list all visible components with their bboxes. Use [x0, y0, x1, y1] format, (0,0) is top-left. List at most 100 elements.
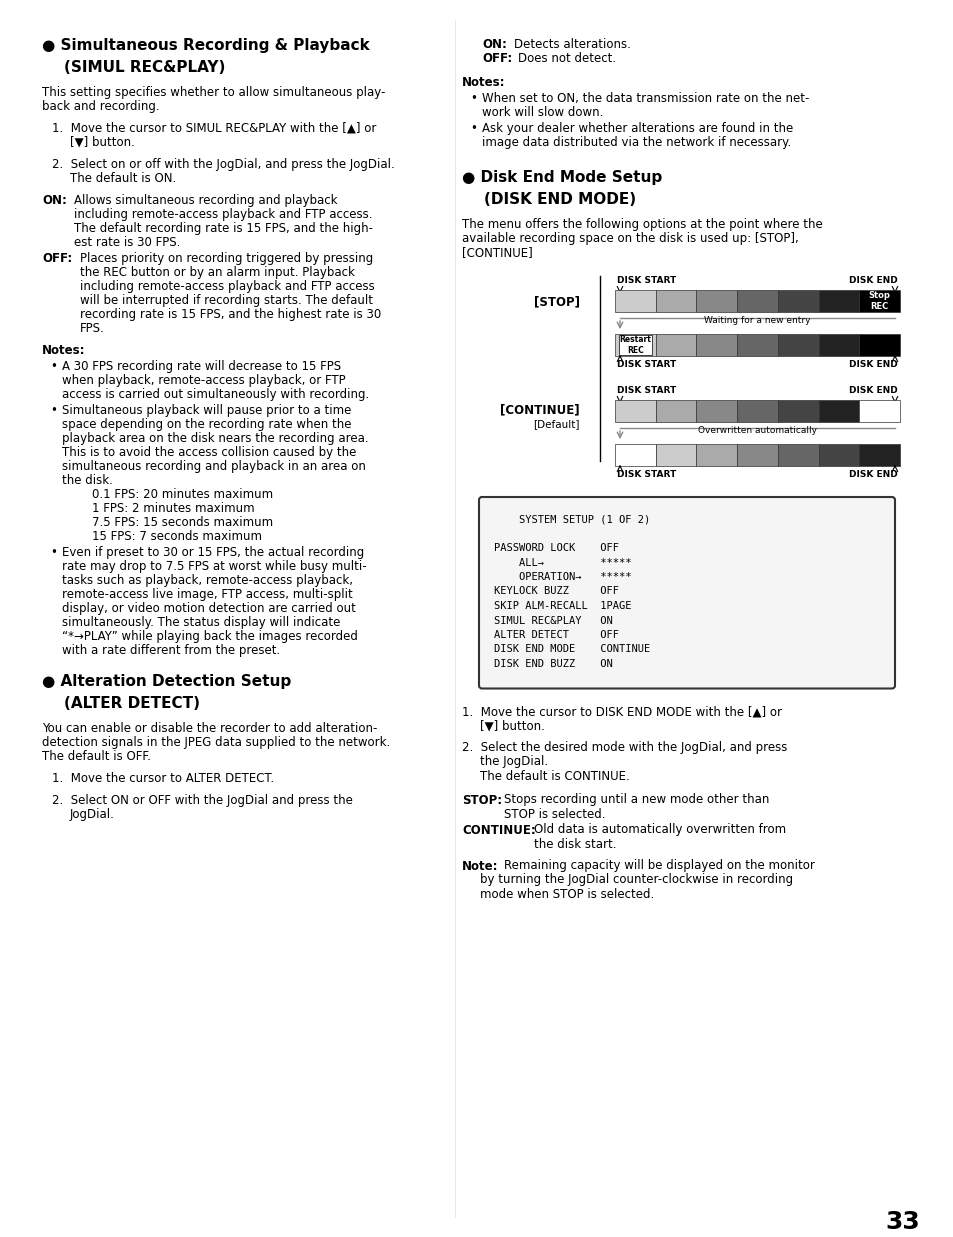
Bar: [737, 334, 777, 356]
Bar: [818, 400, 859, 422]
Text: Stop
REC: Stop REC: [868, 291, 890, 310]
Text: 1 FPS: 2 minutes maximum: 1 FPS: 2 minutes maximum: [91, 502, 254, 515]
Text: (ALTER DETECT): (ALTER DETECT): [64, 696, 200, 711]
Text: the JogDial.: the JogDial.: [479, 756, 548, 768]
Text: access is carried out simultaneously with recording.: access is carried out simultaneously wit…: [62, 388, 369, 401]
Text: Old data is automatically overwritten from: Old data is automatically overwritten fr…: [534, 824, 785, 836]
Text: The default recording rate is 15 FPS, and the high-: The default recording rate is 15 FPS, an…: [74, 221, 373, 235]
Text: “*→PLAY” while playing back the images recorded: “*→PLAY” while playing back the images r…: [62, 630, 357, 643]
Bar: [615, 289, 655, 312]
Text: ALL→         *****: ALL→ *****: [494, 558, 631, 568]
Text: ● Alteration Detection Setup: ● Alteration Detection Setup: [42, 674, 291, 689]
Text: [CONTINUE]: [CONTINUE]: [500, 403, 579, 416]
Text: display, or video motion detection are carried out: display, or video motion detection are c…: [62, 602, 355, 615]
Text: 2.  Select ON or OFF with the JogDial and press the: 2. Select ON or OFF with the JogDial and…: [52, 794, 353, 807]
Bar: [737, 289, 777, 312]
Text: 2.  Select the desired mode with the JogDial, and press: 2. Select the desired mode with the JogD…: [461, 741, 786, 755]
Text: FPS.: FPS.: [80, 322, 105, 335]
Text: [STOP]: [STOP]: [534, 294, 579, 308]
Text: DISK END: DISK END: [848, 470, 897, 479]
Text: [Default]: [Default]: [533, 419, 579, 429]
Text: The default is CONTINUE.: The default is CONTINUE.: [479, 769, 629, 783]
Text: JogDial.: JogDial.: [70, 808, 114, 821]
Bar: [859, 289, 899, 312]
Text: STOP is selected.: STOP is selected.: [503, 808, 605, 820]
Text: DISK START: DISK START: [617, 360, 676, 369]
Text: est rate is 30 FPS.: est rate is 30 FPS.: [74, 236, 180, 249]
Text: the REC button or by an alarm input. Playback: the REC button or by an alarm input. Pla…: [80, 266, 355, 280]
Text: [▼] button.: [▼] button.: [479, 720, 544, 732]
Text: OPERATION→   *****: OPERATION→ *****: [494, 571, 631, 581]
Bar: [818, 444, 859, 466]
Text: 33: 33: [884, 1210, 919, 1235]
Text: image data distributed via the network if necessary.: image data distributed via the network i…: [481, 136, 790, 148]
Text: ON:: ON:: [481, 38, 506, 51]
Text: STOP:: STOP:: [461, 793, 501, 807]
Text: DISK START: DISK START: [617, 386, 676, 395]
Bar: [818, 289, 859, 312]
Bar: [737, 444, 777, 466]
Text: ● Disk End Mode Setup: ● Disk End Mode Setup: [461, 169, 661, 186]
Text: 1.  Move the cursor to ALTER DETECT.: 1. Move the cursor to ALTER DETECT.: [52, 772, 274, 785]
Bar: [777, 289, 818, 312]
FancyBboxPatch shape: [478, 497, 894, 689]
Text: Ask your dealer whether alterations are found in the: Ask your dealer whether alterations are …: [481, 122, 792, 135]
Text: Remaining capacity will be displayed on the monitor: Remaining capacity will be displayed on …: [503, 860, 814, 872]
Text: recording rate is 15 FPS, and the highest rate is 30: recording rate is 15 FPS, and the highes…: [80, 308, 381, 320]
Bar: [655, 400, 696, 422]
Text: Detects alterations.: Detects alterations.: [514, 38, 630, 51]
Bar: [859, 444, 899, 466]
Text: KEYLOCK BUZZ     OFF: KEYLOCK BUZZ OFF: [494, 586, 618, 596]
Text: including remote-access playback and FTP access: including remote-access playback and FTP…: [80, 280, 375, 293]
Text: DISK START: DISK START: [617, 276, 676, 285]
Text: •: •: [470, 122, 476, 135]
Text: 1.  Move the cursor to SIMUL REC&PLAY with the [▲] or: 1. Move the cursor to SIMUL REC&PLAY wit…: [52, 122, 376, 135]
Text: Waiting for a new entry: Waiting for a new entry: [703, 315, 810, 325]
Text: when playback, remote-access playback, or FTP: when playback, remote-access playback, o…: [62, 374, 345, 387]
Text: SYSTEM SETUP (1 OF 2): SYSTEM SETUP (1 OF 2): [494, 515, 650, 524]
Text: You can enable or disable the recorder to add alteration-: You can enable or disable the recorder t…: [42, 722, 377, 735]
Bar: [696, 334, 737, 356]
Bar: [696, 444, 737, 466]
Text: playback area on the disk nears the recording area.: playback area on the disk nears the reco…: [62, 432, 368, 445]
Text: simultaneous recording and playback in an area on: simultaneous recording and playback in a…: [62, 460, 366, 473]
Text: 2.  Select on or off with the JogDial, and press the JogDial.: 2. Select on or off with the JogDial, an…: [52, 158, 395, 171]
Text: Stops recording until a new mode other than: Stops recording until a new mode other t…: [503, 793, 768, 807]
Bar: [655, 289, 696, 312]
Text: DISK START: DISK START: [617, 470, 676, 479]
Text: DISK END: DISK END: [848, 386, 897, 395]
Text: Simultaneous playback will pause prior to a time: Simultaneous playback will pause prior t…: [62, 404, 351, 417]
Text: simultaneously. The status display will indicate: simultaneously. The status display will …: [62, 616, 340, 628]
Bar: [696, 400, 737, 422]
Text: When set to ON, the data transmission rate on the net-: When set to ON, the data transmission ra…: [481, 92, 808, 105]
Bar: [615, 444, 655, 466]
Bar: [818, 334, 859, 356]
Text: will be interrupted if recording starts. The default: will be interrupted if recording starts.…: [80, 294, 373, 307]
Text: Restart
REC: Restart REC: [618, 335, 651, 355]
Text: (SIMUL REC&PLAY): (SIMUL REC&PLAY): [64, 61, 225, 75]
Text: detection signals in the JPEG data supplied to the network.: detection signals in the JPEG data suppl…: [42, 736, 390, 748]
Text: SKIP ALM-RECALL  1PAGE: SKIP ALM-RECALL 1PAGE: [494, 601, 631, 611]
Text: remote-access live image, FTP access, multi-split: remote-access live image, FTP access, mu…: [62, 588, 353, 601]
Text: space depending on the recording rate when the: space depending on the recording rate wh…: [62, 418, 351, 430]
Text: DISK END BUZZ    ON: DISK END BUZZ ON: [494, 659, 612, 669]
Bar: [777, 334, 818, 356]
Bar: [615, 400, 655, 422]
Text: This is to avoid the access collision caused by the: This is to avoid the access collision ca…: [62, 447, 356, 459]
Text: ON:: ON:: [42, 194, 67, 207]
Text: Notes:: Notes:: [461, 75, 505, 89]
Bar: [777, 444, 818, 466]
Bar: [859, 334, 899, 356]
Text: Does not detect.: Does not detect.: [517, 52, 616, 66]
Text: Places priority on recording triggered by pressing: Places priority on recording triggered b…: [80, 252, 373, 265]
Text: PASSWORD LOCK    OFF: PASSWORD LOCK OFF: [494, 543, 618, 553]
Bar: [655, 334, 696, 356]
Text: rate may drop to 7.5 FPS at worst while busy multi-: rate may drop to 7.5 FPS at worst while …: [62, 560, 366, 573]
Text: by turning the JogDial counter-clockwise in recording: by turning the JogDial counter-clockwise…: [479, 873, 792, 887]
Text: 0.1 FPS: 20 minutes maximum: 0.1 FPS: 20 minutes maximum: [91, 489, 273, 501]
Text: back and recording.: back and recording.: [42, 100, 159, 113]
Text: ALTER DETECT     OFF: ALTER DETECT OFF: [494, 630, 618, 640]
Bar: [655, 444, 696, 466]
Bar: [777, 400, 818, 422]
Text: with a rate different from the preset.: with a rate different from the preset.: [62, 644, 280, 657]
